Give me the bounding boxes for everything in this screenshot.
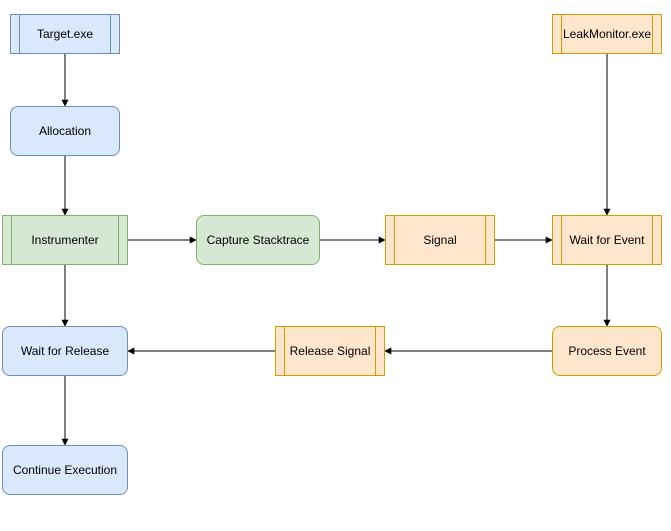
node-leakmonitor-exe: LeakMonitor.exe <box>552 14 662 54</box>
node-capture-stacktrace: Capture Stacktrace <box>196 215 320 265</box>
node-wait-for-release: Wait for Release <box>2 326 128 376</box>
node-label: LeakMonitor.exe <box>563 27 651 41</box>
node-label: Capture Stacktrace <box>207 233 310 247</box>
node-target-exe: Target.exe <box>10 14 120 54</box>
node-process-event: Process Event <box>552 326 662 376</box>
node-signal: Signal <box>385 215 495 265</box>
node-label: Wait for Event <box>570 233 645 247</box>
node-label: Process Event <box>568 344 645 358</box>
node-label: Target.exe <box>37 27 93 41</box>
node-allocation: Allocation <box>10 106 120 156</box>
node-label: Signal <box>423 233 456 247</box>
node-label: Allocation <box>39 124 91 138</box>
node-continue-execution: Continue Execution <box>2 445 128 495</box>
node-release-signal: Release Signal <box>275 326 385 376</box>
node-instrumenter: Instrumenter <box>2 215 128 265</box>
node-label: Continue Execution <box>13 463 117 477</box>
node-label: Wait for Release <box>21 344 109 358</box>
node-label: Instrumenter <box>31 233 98 247</box>
node-wait-for-event: Wait for Event <box>552 215 662 265</box>
node-label: Release Signal <box>290 344 371 358</box>
